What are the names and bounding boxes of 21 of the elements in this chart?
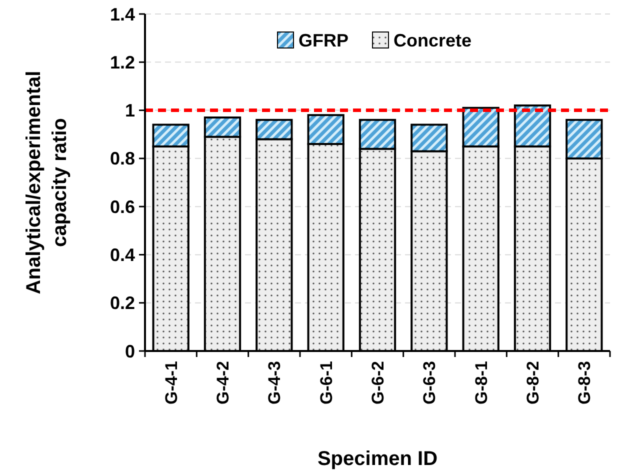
legend-label: Concrete bbox=[394, 30, 472, 50]
y-tick-label: 0.2 bbox=[110, 293, 135, 314]
x-tick-label: G-4-1 bbox=[162, 361, 181, 404]
y-tick-label: 0.4 bbox=[110, 245, 135, 266]
y-axis-title: Analytical/experimental capacity ratio bbox=[23, 70, 71, 294]
y-tick-label: 1.2 bbox=[110, 52, 135, 72]
x-tick-label: G-8-3 bbox=[575, 361, 594, 404]
x-tick-label: G-6-1 bbox=[316, 361, 336, 404]
x-tick-label: G-6-3 bbox=[420, 361, 440, 404]
x-axis-title: Specimen ID bbox=[317, 448, 438, 470]
y-tick-label: 0.6 bbox=[110, 196, 135, 217]
y-tick-label: 1 bbox=[124, 100, 135, 121]
y-tick-label: 0 bbox=[124, 341, 135, 362]
x-tick-label: G-8-1 bbox=[472, 361, 491, 404]
x-tick-label: G-6-2 bbox=[368, 361, 388, 404]
x-tick-label: G-8-2 bbox=[523, 361, 542, 404]
legend-label: GFRP bbox=[298, 30, 349, 50]
y-tick-label: 0.8 bbox=[110, 148, 135, 169]
x-tick-label: G-4-2 bbox=[213, 361, 232, 404]
x-tick-label: G-4-3 bbox=[265, 361, 284, 404]
y-tick-label: 1.4 bbox=[110, 4, 135, 24]
